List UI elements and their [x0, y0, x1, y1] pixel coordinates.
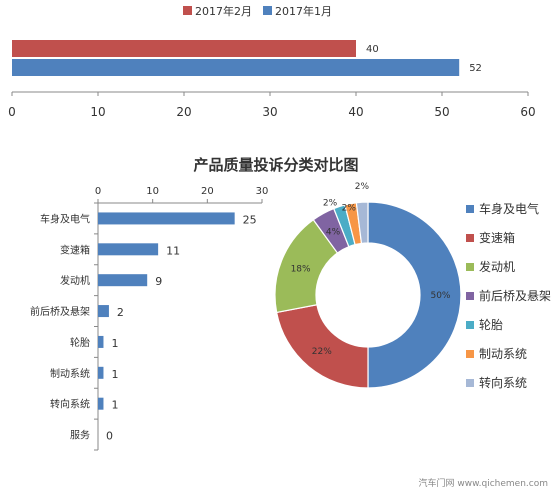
donut-legend-swatch [466, 263, 474, 271]
left-category-label: 发动机 [60, 274, 90, 287]
top-x-tick-label: 20 [176, 105, 191, 119]
left-bar-value: 1 [111, 368, 118, 381]
donut-legend-label: 轮胎 [479, 318, 503, 332]
donut-data-label: 2% [323, 199, 338, 209]
donut-slice [355, 201, 369, 245]
donut-data-label: 18% [291, 264, 311, 274]
donut-slice [367, 201, 462, 389]
left-x-tick-label: 0 [95, 186, 101, 197]
left-category-label: 车身及电气 [40, 212, 90, 225]
top-x-tick-label: 10 [90, 105, 105, 119]
left-bar [98, 305, 109, 318]
complaint-donut-chart: 50% 22% 18% 4% 2% 2% 2% 车身及电气变速箱发动机前后桥及悬架轮胎制动系统… [274, 182, 551, 390]
watermark: 汽车门网 www.qichemen.com [419, 477, 548, 489]
chart-title: 产品质量投诉分类对比图 [193, 156, 358, 174]
top-bar-value-2: 52 [469, 63, 482, 74]
left-x-tick-label: 10 [146, 186, 159, 197]
donut-legend-label: 变速箱 [479, 230, 515, 245]
left-x-tick-label: 30 [256, 186, 269, 197]
left-bar-value: 25 [243, 213, 257, 226]
donut-data-label: 2% [342, 204, 357, 214]
donut-legend-label: 发动机 [479, 259, 515, 274]
left-category-label: 制动系统 [50, 367, 90, 380]
top-bar-1 [12, 40, 356, 57]
left-x-tick-label: 20 [201, 186, 214, 197]
top-comparison-chart: 2017年2月 2017年1月 40 52 0 10 20 30 40 50 60 [8, 4, 535, 119]
left-bar-value: 9 [155, 275, 162, 288]
donut-legend-swatch [466, 321, 474, 329]
legend-swatch-2 [263, 6, 272, 15]
left-category-label: 轮胎 [70, 336, 90, 349]
top-x-tick-label: 0 [8, 105, 16, 119]
left-bar [98, 212, 235, 225]
top-x-tick-label: 40 [348, 105, 363, 119]
top-x-tick-label: 60 [520, 105, 535, 119]
left-bar [98, 274, 148, 287]
left-bar-value: 1 [111, 399, 118, 412]
top-legend: 2017年2月 2017年1月 [183, 4, 332, 18]
left-bar [98, 243, 159, 256]
donut-legend-swatch [466, 234, 474, 242]
donut-legend-swatch [466, 292, 474, 300]
donut-data-label: 50% [430, 291, 450, 301]
donut-legend-label: 前后桥及悬架 [479, 288, 551, 303]
left-bar [98, 335, 104, 348]
left-bar-value: 1 [111, 337, 118, 350]
top-x-tick-label: 30 [262, 105, 277, 119]
left-category-label: 前后桥及悬架 [30, 305, 90, 318]
top-x-tick-label: 50 [434, 105, 449, 119]
donut-data-label: 4% [326, 227, 341, 237]
left-category-label: 变速箱 [60, 243, 90, 256]
left-category-label: 转向系统 [50, 398, 90, 411]
donut-legend-label: 制动系统 [479, 347, 527, 361]
donut-data-label: 2% [355, 182, 370, 192]
left-bar [98, 397, 104, 410]
legend-label-2: 2017年1月 [275, 4, 332, 18]
donut-legend-swatch [466, 379, 474, 387]
top-bar-value-1: 40 [366, 44, 379, 55]
donut-legend-label: 转向系统 [479, 375, 527, 390]
top-bar-2 [12, 59, 460, 76]
donut-legend-swatch [466, 350, 474, 358]
donut-data-label: 22% [312, 347, 332, 357]
donut-legend-label: 车身及电气 [479, 201, 539, 216]
left-category-label: 服务 [70, 429, 90, 442]
left-bar [98, 366, 104, 379]
left-bar-value: 11 [166, 244, 180, 257]
left-bar-value: 2 [117, 306, 124, 319]
left-bar-value: 0 [106, 430, 113, 443]
legend-label-1: 2017年2月 [195, 4, 252, 18]
legend-swatch-1 [183, 6, 192, 15]
donut-legend-swatch [466, 205, 474, 213]
